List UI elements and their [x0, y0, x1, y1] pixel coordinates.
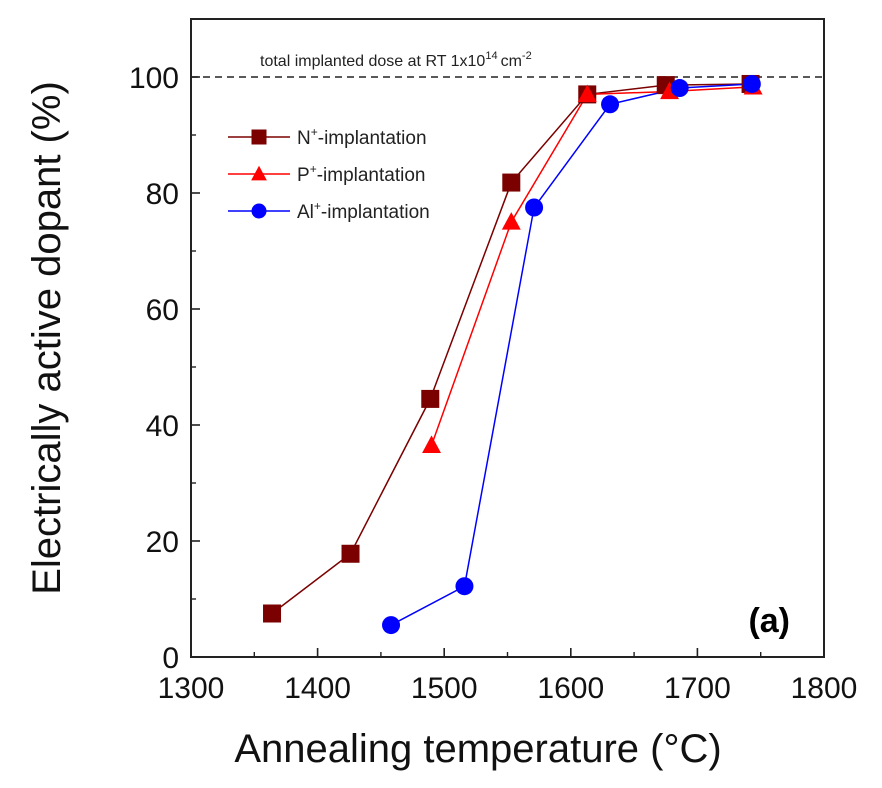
data-point — [577, 84, 597, 103]
legend-marker — [251, 165, 267, 181]
markers-n-implantation — [263, 74, 760, 623]
markers-al-implantation — [382, 74, 761, 635]
y-tick-label: 100 — [129, 62, 179, 95]
x-tick-label: 1600 — [537, 672, 604, 705]
data-point — [422, 435, 441, 453]
legend-item: Al+-implantation — [228, 199, 430, 223]
reference-label-exponent: 14 — [485, 50, 497, 62]
legend-marker — [251, 129, 267, 145]
legend-item: N+-implantation — [228, 125, 427, 149]
reference-label-unit-exponent: -2 — [522, 50, 532, 62]
data-point — [742, 74, 761, 93]
series-al-implantation — [390, 83, 752, 626]
y-tick-label: 0 — [162, 642, 179, 675]
x-tick-label: 1500 — [411, 672, 478, 705]
data-point — [502, 173, 521, 192]
y-tick-label: 80 — [146, 178, 179, 211]
legend: N+-implantation P+-implantation Al+-implan… — [228, 125, 430, 223]
y-tick-label: 40 — [146, 410, 179, 443]
series-n-implantation — [271, 83, 751, 615]
data-point — [525, 198, 544, 217]
x-tick-label: 1400 — [284, 672, 351, 705]
reference-label-main: total implanted dose at RT 1x10 — [260, 53, 485, 70]
series-layer — [263, 74, 763, 635]
legend-label: Al+-implantation — [297, 199, 430, 223]
data-point — [263, 604, 282, 623]
x-tick-label: 1300 — [158, 672, 225, 705]
data-point — [341, 544, 360, 563]
x-tick-label: 1800 — [791, 672, 858, 705]
legend-marker — [251, 203, 267, 219]
x-axis-title: Annealing temperature (°C) — [234, 727, 721, 771]
axis-ticks: 1300 1400 1500 1600 1700 1800 0 20 40 60 80 100 — [129, 18, 858, 705]
reference-line-label: total implanted dose at RT 1x1014 cm-2 — [260, 50, 532, 70]
reference-label-unit: cm — [501, 53, 522, 70]
plot-frame — [190, 18, 825, 658]
data-point — [601, 95, 620, 114]
y-tick-label: 20 — [146, 526, 179, 559]
data-point — [421, 389, 440, 408]
data-point — [670, 79, 689, 98]
y-axis-title: Electrically active dopant (%) — [25, 81, 69, 595]
series-line — [390, 83, 752, 626]
y-tick-label: 60 — [146, 294, 179, 327]
panel-label: (a) — [748, 602, 790, 640]
data-point — [455, 577, 474, 596]
x-tick-label: 1700 — [664, 672, 731, 705]
legend-item: P+-implantation — [228, 162, 425, 186]
legend-label: P+-implantation — [297, 162, 425, 186]
series-line — [271, 83, 751, 615]
data-point — [382, 616, 401, 635]
legend-label: N+-implantation — [297, 125, 427, 149]
data-point — [501, 212, 521, 230]
markers-p-implantation — [422, 76, 763, 453]
